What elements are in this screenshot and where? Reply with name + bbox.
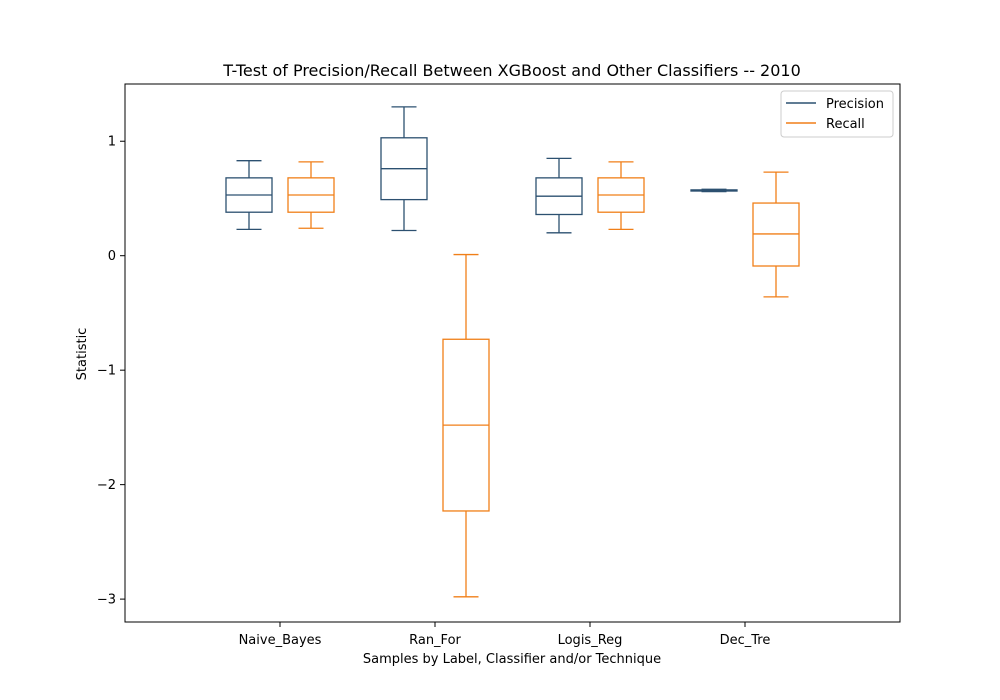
x-tick-label: Naive_Bayes — [239, 633, 322, 648]
x-axis-label: Samples by Label, Classifier and/or Tech… — [363, 652, 661, 667]
chart-title: T-Test of Precision/Recall Between XGBoo… — [222, 61, 801, 80]
box-precision-ran_for — [380, 106, 428, 232]
x-tick-label: Logis_Reg — [558, 633, 623, 648]
legend-recall-label: Recall — [826, 117, 865, 132]
box-precision-dec_tre — [690, 188, 738, 193]
legend: Precision Recall — [780, 90, 894, 138]
box-recall-logis_reg — [597, 161, 645, 231]
y-axis-label: Statistic — [75, 328, 90, 381]
y-tick-label: 0 — [108, 249, 116, 264]
x-tick-label: Ran_For — [409, 633, 461, 648]
box-recall-naive_bayes — [287, 161, 335, 229]
box-recall-dec_tre — [752, 171, 800, 298]
legend-precision-label: Precision — [826, 97, 884, 112]
y-tick-label: 1 — [108, 135, 116, 150]
plot-area-frame — [124, 83, 901, 623]
box-series-group — [225, 106, 800, 598]
x-axis: Naive_Bayes Ran_For Logis_Reg Dec_Tre — [239, 622, 771, 648]
box-precision-logis_reg — [535, 157, 583, 234]
box-recall-ran_for — [442, 253, 490, 598]
box-precision-naive_bayes — [225, 160, 273, 231]
y-tick-label: −2 — [97, 478, 116, 493]
y-tick-label: −1 — [97, 364, 116, 379]
y-tick-label: −3 — [97, 593, 116, 608]
x-tick-label: Dec_Tre — [720, 633, 771, 648]
y-axis: 1 0 −1 −2 −3 — [97, 135, 125, 608]
